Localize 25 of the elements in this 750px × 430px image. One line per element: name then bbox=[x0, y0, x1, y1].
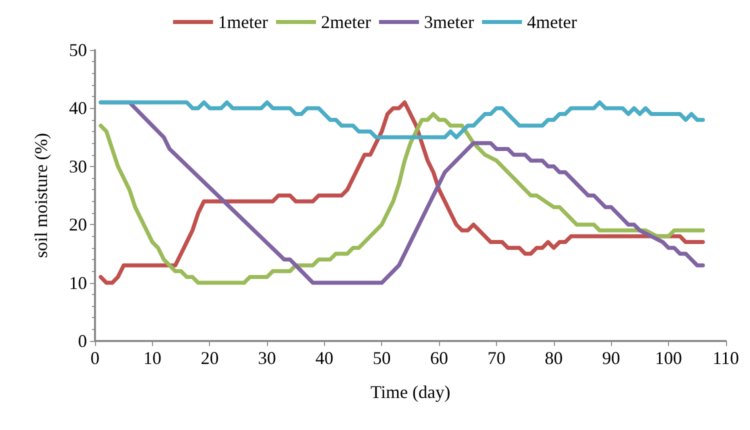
legend-label: 4meter bbox=[526, 12, 577, 32]
x-tick-label: 110 bbox=[712, 348, 740, 368]
x-tick-label: 100 bbox=[654, 348, 682, 368]
y-tick-label: 0 bbox=[78, 331, 87, 351]
legend-label: 3meter bbox=[424, 12, 474, 32]
x-tick-label: 0 bbox=[90, 348, 100, 368]
y-tick-label: 40 bbox=[69, 98, 87, 118]
y-tick-label: 30 bbox=[69, 156, 87, 176]
x-tick-label: 20 bbox=[200, 348, 219, 368]
line-series bbox=[98, 100, 705, 140]
legend-label: 2meter bbox=[321, 12, 372, 32]
x-axis-title: Time (day) bbox=[370, 382, 450, 402]
x-tick-label: 50 bbox=[372, 348, 391, 368]
y-axis-title: soil moisture (%) bbox=[31, 133, 51, 258]
x-tick-label: 80 bbox=[544, 348, 563, 368]
y-tick-label: 20 bbox=[69, 214, 87, 235]
x-tick-label: 10 bbox=[143, 348, 162, 368]
x-tick-label: 60 bbox=[430, 348, 448, 368]
legend-label: 1meter bbox=[218, 12, 268, 32]
y-tick-label: 50 bbox=[69, 40, 87, 60]
x-tick-label: 30 bbox=[258, 348, 276, 368]
x-tick-label: 40 bbox=[315, 348, 334, 368]
x-tick-label: 70 bbox=[487, 348, 506, 368]
y-tick-label: 10 bbox=[69, 272, 87, 293]
x-tick-label: 90 bbox=[602, 348, 620, 368]
